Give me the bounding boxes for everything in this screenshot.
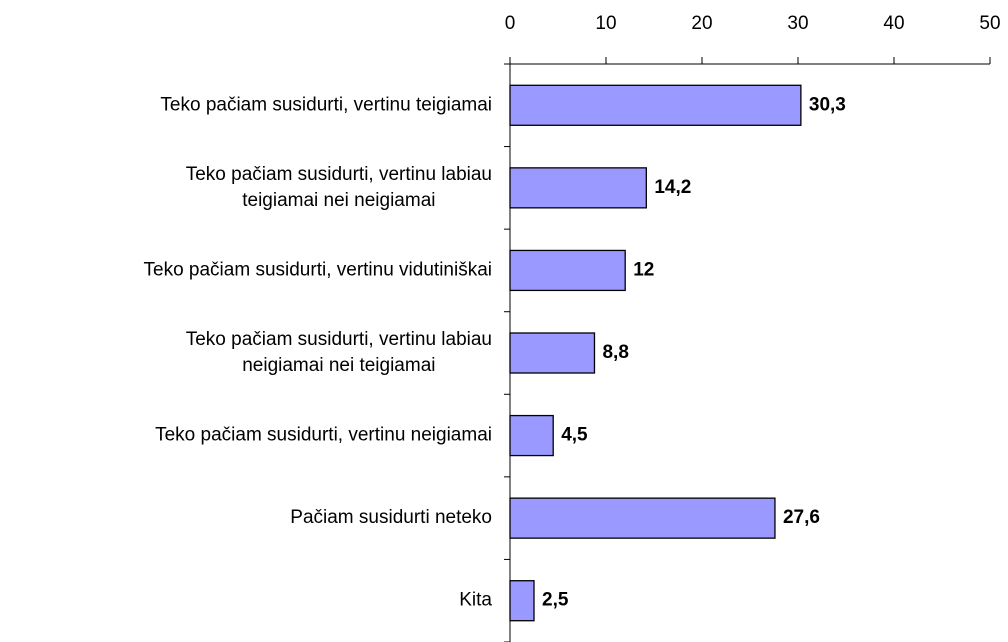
value-label: 4,5 <box>561 425 588 446</box>
value-label: 27,6 <box>783 507 820 528</box>
bar <box>509 84 802 126</box>
y-tick-label: Teko pačiam susidurti, vertinu vidutiniš… <box>144 259 493 280</box>
y-tick-label: Teko pačiam susidurti, vertinu neigiamai <box>155 425 492 446</box>
bar <box>509 497 776 539</box>
x-tick-label: 20 <box>691 13 712 34</box>
y-tick-label: Kita <box>459 590 492 611</box>
y-tick-label: Teko pačiam susidurti, vertinu labiau tei… <box>186 164 492 211</box>
x-tick-label: 40 <box>883 13 904 34</box>
y-tick-label: Pačiam susidurti neteko <box>290 507 492 528</box>
bar <box>509 167 647 209</box>
value-label: 14,2 <box>654 177 691 198</box>
bar <box>509 332 596 374</box>
value-label: 12 <box>633 259 654 280</box>
bar <box>509 414 554 457</box>
x-tick-label: 0 <box>505 13 516 34</box>
x-tick-label: 30 <box>787 13 808 34</box>
bar <box>509 580 535 622</box>
value-label: 30,3 <box>809 94 846 115</box>
value-label: 8,8 <box>602 342 628 363</box>
bar <box>509 249 626 292</box>
y-tick-label: Teko pačiam susidurti, vertinu labiau nei… <box>186 329 492 376</box>
value-label: 2,5 <box>542 590 569 611</box>
x-tick-label: 50 <box>979 13 1000 34</box>
y-tick-label: Teko pačiam susidurti, vertinu teigiamai <box>160 94 492 115</box>
x-tick-label: 10 <box>595 13 616 34</box>
